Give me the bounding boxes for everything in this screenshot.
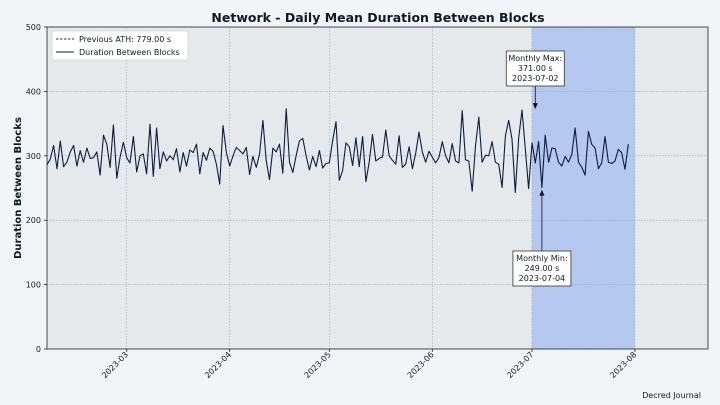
max-annotation-arrowhead [532, 103, 538, 110]
legend-label-series: Duration Between Blocks [79, 48, 180, 57]
max-annotation-box [505, 50, 565, 87]
y-tick-label: 100 [26, 281, 41, 290]
series-line [46, 108, 629, 194]
y-tick-label: 500 [26, 23, 41, 32]
min-annotation-arrowhead [539, 189, 545, 196]
y-axis-label: Duration Between Blocks [13, 117, 24, 259]
max-annotation-date: 2023-07-02 [512, 74, 559, 83]
legend-box [51, 30, 189, 61]
max-annotation-value: 371.00 s [518, 64, 553, 73]
min-annotation-box [512, 250, 572, 287]
min-annotation-date: 2023-07-04 [519, 274, 566, 283]
max-annotation-label: Monthly Max: [508, 54, 562, 63]
y-tick-label: 200 [26, 216, 41, 225]
footer-credit: Decred Journal [642, 391, 701, 400]
legend-label-reference: Previous ATH: 779.00 s [79, 35, 171, 44]
y-tick-label: 0 [36, 345, 41, 354]
min-annotation-label: Monthly Min: [516, 254, 567, 263]
min-annotation-value: 249.00 s [525, 264, 560, 273]
axes-frame [46, 26, 709, 350]
y-tick-label: 400 [26, 87, 41, 96]
y-tick-label: 300 [26, 152, 41, 161]
legend: Previous ATH: 779.00 s Duration Between B… [51, 30, 189, 61]
chart-title: Network - Daily Mean Duration Between Bl… [211, 10, 544, 25]
